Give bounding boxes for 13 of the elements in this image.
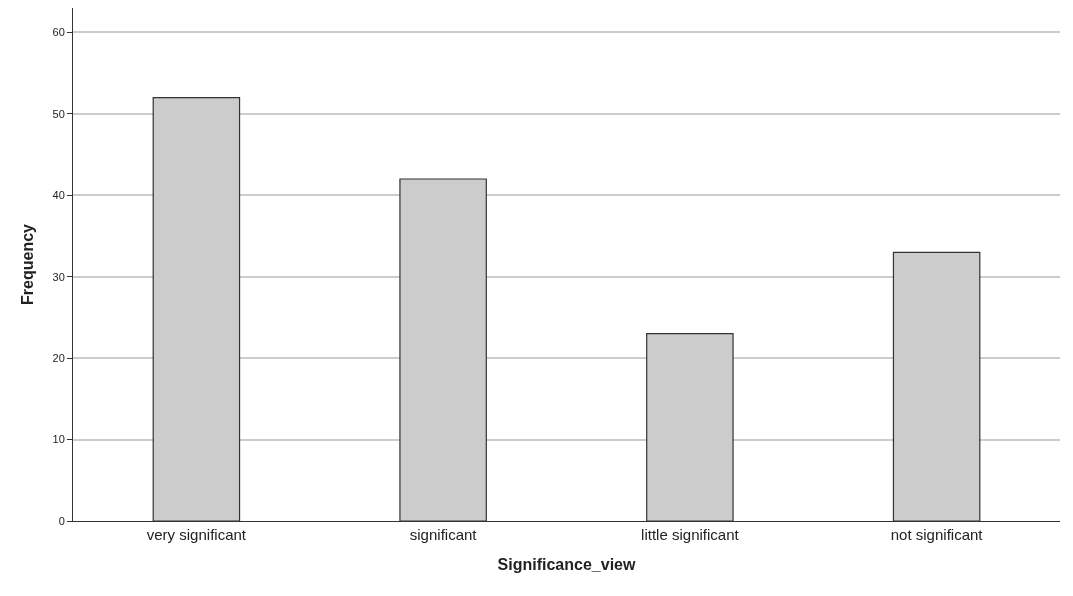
y-tick-label: 10 bbox=[52, 433, 65, 446]
y-tick-label: 30 bbox=[52, 270, 65, 283]
y-tick-label: 20 bbox=[52, 351, 65, 364]
x-tick-label: significant bbox=[409, 526, 478, 543]
x-tick-label: not significant bbox=[890, 526, 984, 543]
y-tick-label: 60 bbox=[52, 26, 65, 39]
x-axis-title: Significance_view bbox=[497, 555, 636, 573]
y-axis-title: Frequency bbox=[19, 223, 37, 305]
y-tick-label: 0 bbox=[58, 514, 65, 527]
x-tick-label: very significant bbox=[146, 526, 247, 543]
y-tick-label: 40 bbox=[52, 189, 65, 202]
x-tick-label: little significant bbox=[641, 526, 740, 543]
y-tick-label: 50 bbox=[52, 107, 65, 120]
